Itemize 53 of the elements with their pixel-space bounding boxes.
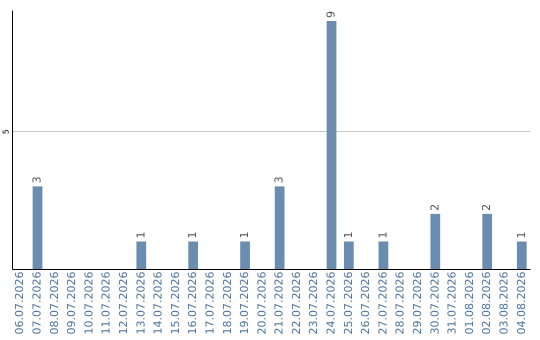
x-tick-label: 26.07.2026 bbox=[359, 272, 372, 334]
data-label: 1 bbox=[342, 231, 355, 238]
data-label: 9 bbox=[324, 11, 338, 18]
x-tick-label: 24.07.2026 bbox=[324, 272, 338, 334]
bar bbox=[482, 214, 492, 269]
x-tick-label: 31.07.2026 bbox=[446, 272, 459, 334]
x-tick-label: 25.07.2026 bbox=[342, 272, 355, 334]
x-tick-label: 20.07.2026 bbox=[255, 272, 268, 334]
x-tick-label: 27.07.2026 bbox=[376, 272, 390, 334]
x-tick-label: 19.07.2026 bbox=[238, 272, 252, 334]
data-label: 1 bbox=[238, 231, 252, 238]
x-tick-label: 11.07.2026 bbox=[100, 272, 113, 334]
bar bbox=[516, 241, 527, 269]
data-label: 2 bbox=[480, 204, 494, 211]
x-tick-label: 16.07.2026 bbox=[186, 272, 200, 334]
bar bbox=[378, 241, 388, 269]
bar bbox=[32, 186, 42, 269]
x-tick-label: 18.07.2026 bbox=[220, 272, 234, 334]
bar bbox=[430, 214, 440, 269]
x-tick-label: 10.07.2026 bbox=[82, 272, 96, 334]
bar bbox=[326, 21, 336, 269]
data-label: 3 bbox=[272, 176, 286, 184]
y-tick-label: 5 bbox=[2, 129, 10, 134]
x-tick-label: 13.07.2026 bbox=[134, 272, 148, 334]
x-tick-label: 03.08.2026 bbox=[497, 272, 510, 334]
data-label: 1 bbox=[134, 231, 148, 238]
x-tick-label: 22.07.2026 bbox=[290, 272, 303, 334]
x-tick-label: 17.07.2026 bbox=[203, 272, 216, 334]
x-tick-label: 15.07.2026 bbox=[168, 272, 182, 334]
x-tick-label: 29.07.2026 bbox=[411, 272, 424, 334]
data-label: 1 bbox=[514, 231, 528, 238]
x-tick-label: 14.07.2026 bbox=[152, 272, 165, 334]
x-tick-label: 06.07.2026 bbox=[13, 272, 26, 334]
data-label: 1 bbox=[186, 231, 200, 238]
x-tick-label: 09.07.2026 bbox=[65, 272, 78, 334]
x-tick-label: 07.07.2026 bbox=[30, 272, 44, 334]
x-tick-label: 30.07.2026 bbox=[428, 272, 442, 334]
bar bbox=[274, 186, 285, 269]
bar bbox=[240, 241, 250, 269]
x-tick-label: 08.07.2026 bbox=[48, 272, 61, 334]
x-tick-label: 28.07.2026 bbox=[394, 272, 407, 334]
data-label: 3 bbox=[30, 176, 44, 184]
bar bbox=[136, 241, 146, 269]
bar bbox=[344, 241, 354, 269]
data-label: 2 bbox=[428, 204, 442, 211]
x-tick-label: 04.08.2026 bbox=[514, 272, 528, 334]
x-tick-label: 21.07.2026 bbox=[272, 272, 286, 334]
x-tick-label: 02.08.2026 bbox=[480, 272, 494, 334]
x-tick-label: 01.08.2026 bbox=[462, 272, 476, 334]
x-tick-label: 23.07.2026 bbox=[307, 272, 320, 334]
x-tick-label: 12.07.2026 bbox=[116, 272, 130, 334]
data-label: 1 bbox=[376, 231, 390, 238]
bar bbox=[188, 241, 198, 269]
